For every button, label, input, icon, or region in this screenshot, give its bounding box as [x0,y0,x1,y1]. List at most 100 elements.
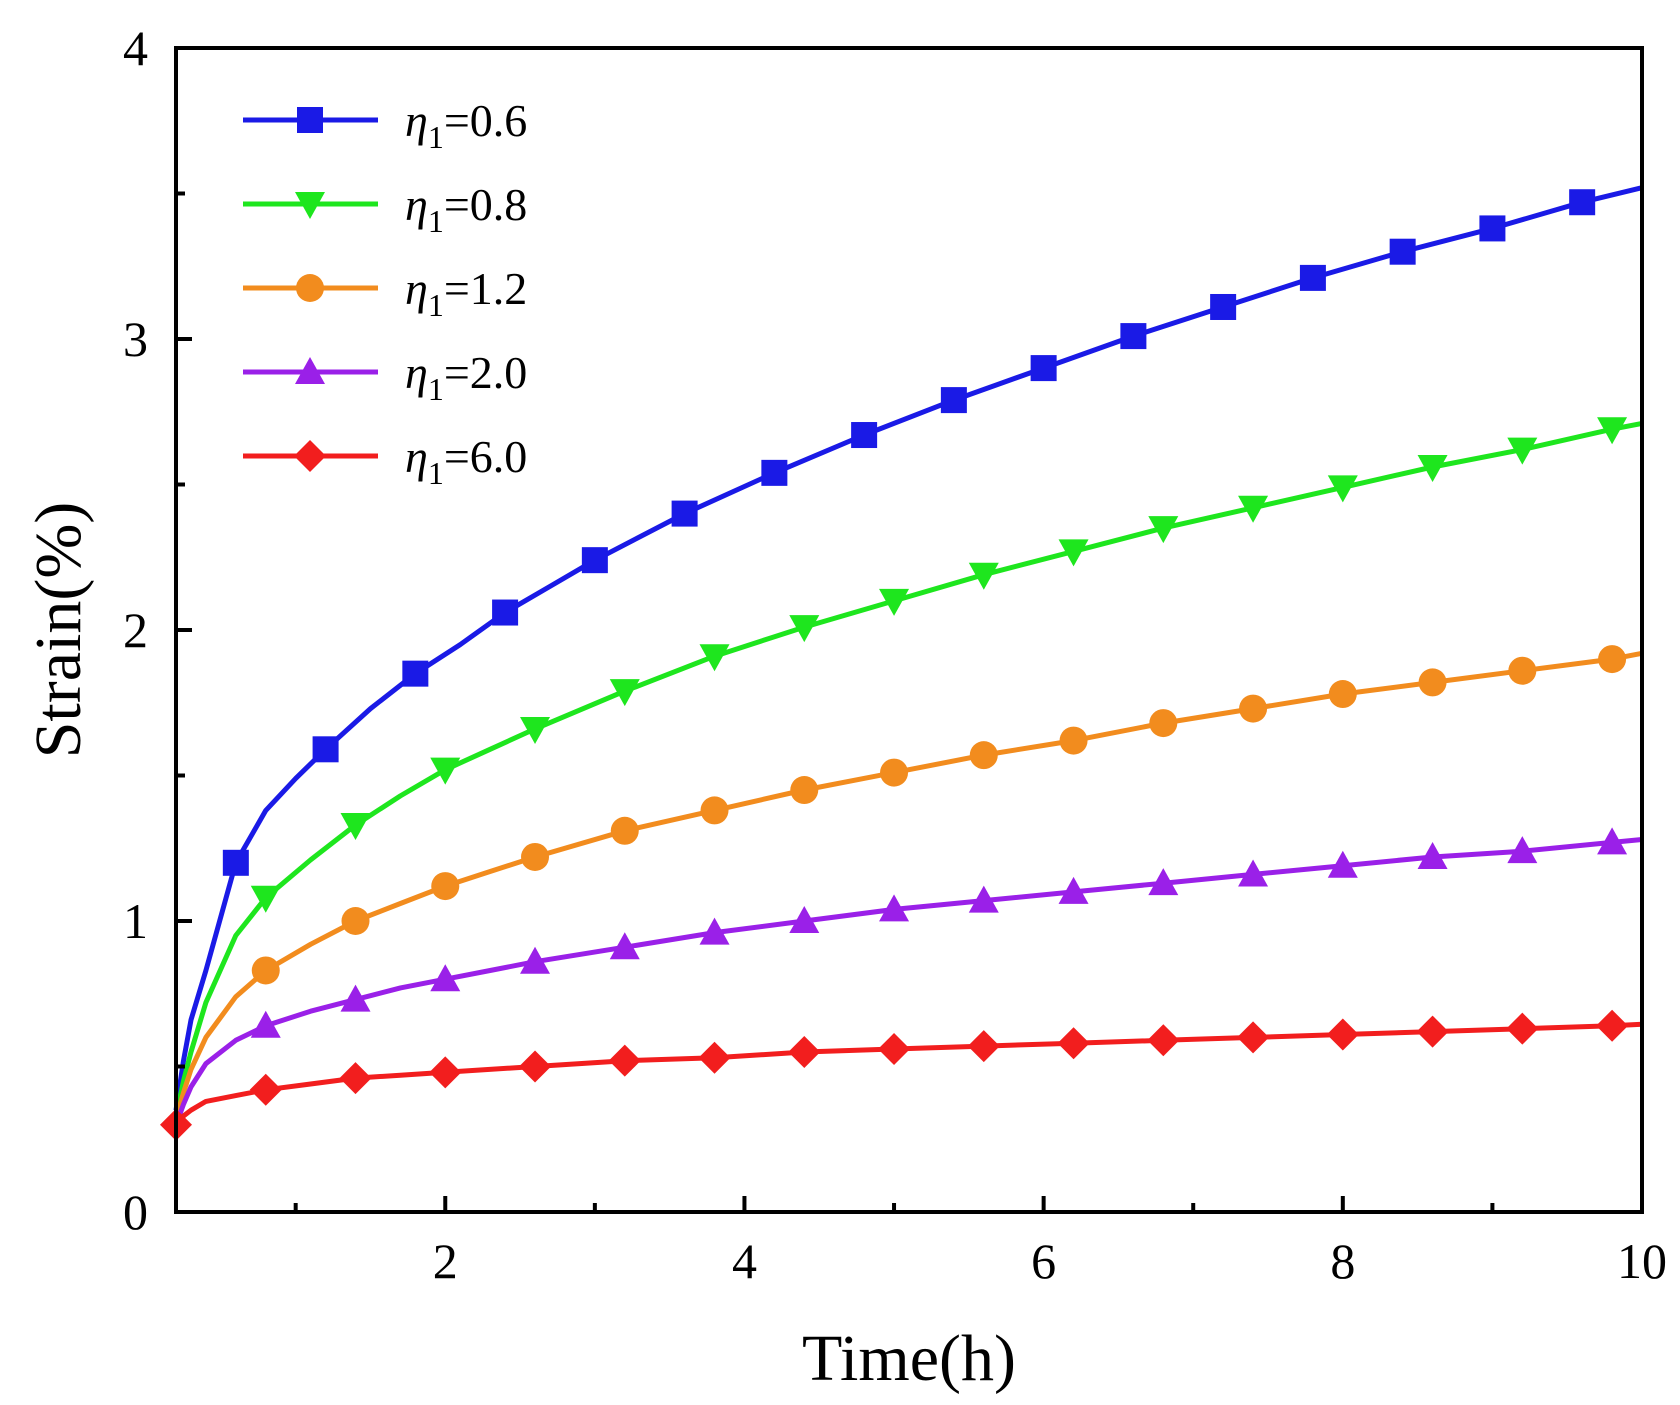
series-marker [430,757,461,785]
series-marker [1326,1018,1359,1051]
series-marker [1149,709,1178,738]
series-marker [790,776,819,805]
series-marker [879,894,910,922]
x-tick-label: 4 [732,1233,757,1289]
legend-subscript: 1 [428,203,444,239]
series-marker [698,1041,731,1074]
series-marker [340,812,371,840]
series-marker [1058,539,1089,567]
legend-subscript: 1 [428,287,444,323]
legend-subscript: 1 [428,119,444,155]
series-4 [160,1009,1643,1141]
series-marker [880,758,909,787]
series-marker [339,1062,372,1095]
series-marker [1598,645,1627,674]
series-marker [699,917,730,945]
legend-marker [296,274,324,302]
series-marker [1238,495,1269,523]
y-tick-label: 1 [123,893,148,949]
series-marker [1148,868,1179,896]
series-marker [699,644,730,672]
legend-label: η1=6.0 [405,431,527,491]
series-marker [1239,694,1268,723]
legend-label: η1=1.2 [405,263,527,323]
series-line [174,1021,1643,1127]
series-marker [1417,455,1448,483]
legend-symbol: η [405,263,428,314]
legend-value: =2.0 [444,347,527,398]
legend-marker [297,107,323,133]
series-marker [340,984,371,1012]
series-marker [249,1073,282,1106]
legend: η1=0.6η1=0.8η1=1.2η1=2.0η1=6.0 [243,95,527,491]
series-marker [1327,475,1358,503]
series-marker [1416,1015,1449,1048]
series-marker [1596,1009,1629,1042]
series-marker [521,842,550,871]
legend-label: η1=2.0 [405,347,527,407]
series-marker [581,547,608,574]
legend-label: η1=0.8 [405,179,527,239]
series-marker [1147,1024,1180,1057]
y-axis-title: Strain(%) [22,502,95,759]
legend-label: η1=0.6 [405,95,527,155]
legend-symbol: η [405,95,428,146]
series-marker [1597,827,1628,855]
series-marker [312,736,339,763]
series-marker [1479,215,1506,242]
series-marker [1507,437,1538,465]
series-marker [520,946,551,974]
series-marker [878,1033,911,1066]
x-tick-label: 2 [433,1233,458,1289]
legend-marker [295,192,325,219]
series-marker [789,906,820,933]
series-marker [968,885,999,913]
x-tick-label: 8 [1330,1233,1355,1289]
legend-symbol: η [405,431,428,482]
plot-frame [174,46,1644,1214]
series-marker [1237,1021,1270,1054]
x-tick-label: 10 [1617,1233,1667,1289]
tick-layer: 2 4 6 8 10 0 1 2 3 4 [123,20,1667,1289]
legend-value: =1.2 [444,263,527,314]
x-axis-title: Time(h) [802,1322,1016,1395]
legend-marker [294,440,326,472]
series-marker [609,679,640,707]
series-marker [1508,656,1537,685]
series-layer [160,185,1643,1141]
series-marker [1059,726,1088,755]
series-marker [520,716,551,744]
y-tick-label: 4 [123,20,148,76]
series-marker [430,964,461,992]
series-marker [1057,1027,1090,1060]
series-marker [879,588,910,616]
legend-marker [295,357,325,384]
series-marker [671,500,698,527]
legend-symbol: η [405,179,428,230]
series-marker [1417,841,1448,869]
series-1 [173,417,1643,1117]
legend-entry: η1=6.0 [243,431,527,491]
series-marker [1327,850,1358,878]
series-marker [250,1010,281,1038]
series-marker [492,599,519,626]
legend-symbol: η [405,347,428,398]
series-marker [1238,859,1269,887]
series-marker [429,1056,462,1089]
series-marker [1299,264,1326,291]
series-marker [251,956,280,985]
legend-value: =6.0 [444,431,527,482]
series-marker [969,741,998,770]
series-marker [968,562,999,590]
legend-value: =0.6 [444,95,527,146]
series-marker [1120,323,1147,350]
series-marker [431,872,460,901]
series-marker [1418,668,1447,697]
series-marker [788,1035,821,1068]
series-marker [851,422,878,449]
series-marker [1328,680,1357,709]
series-marker [789,615,820,643]
series-line [173,837,1643,1126]
series-3 [173,827,1643,1126]
series-marker [610,816,639,845]
